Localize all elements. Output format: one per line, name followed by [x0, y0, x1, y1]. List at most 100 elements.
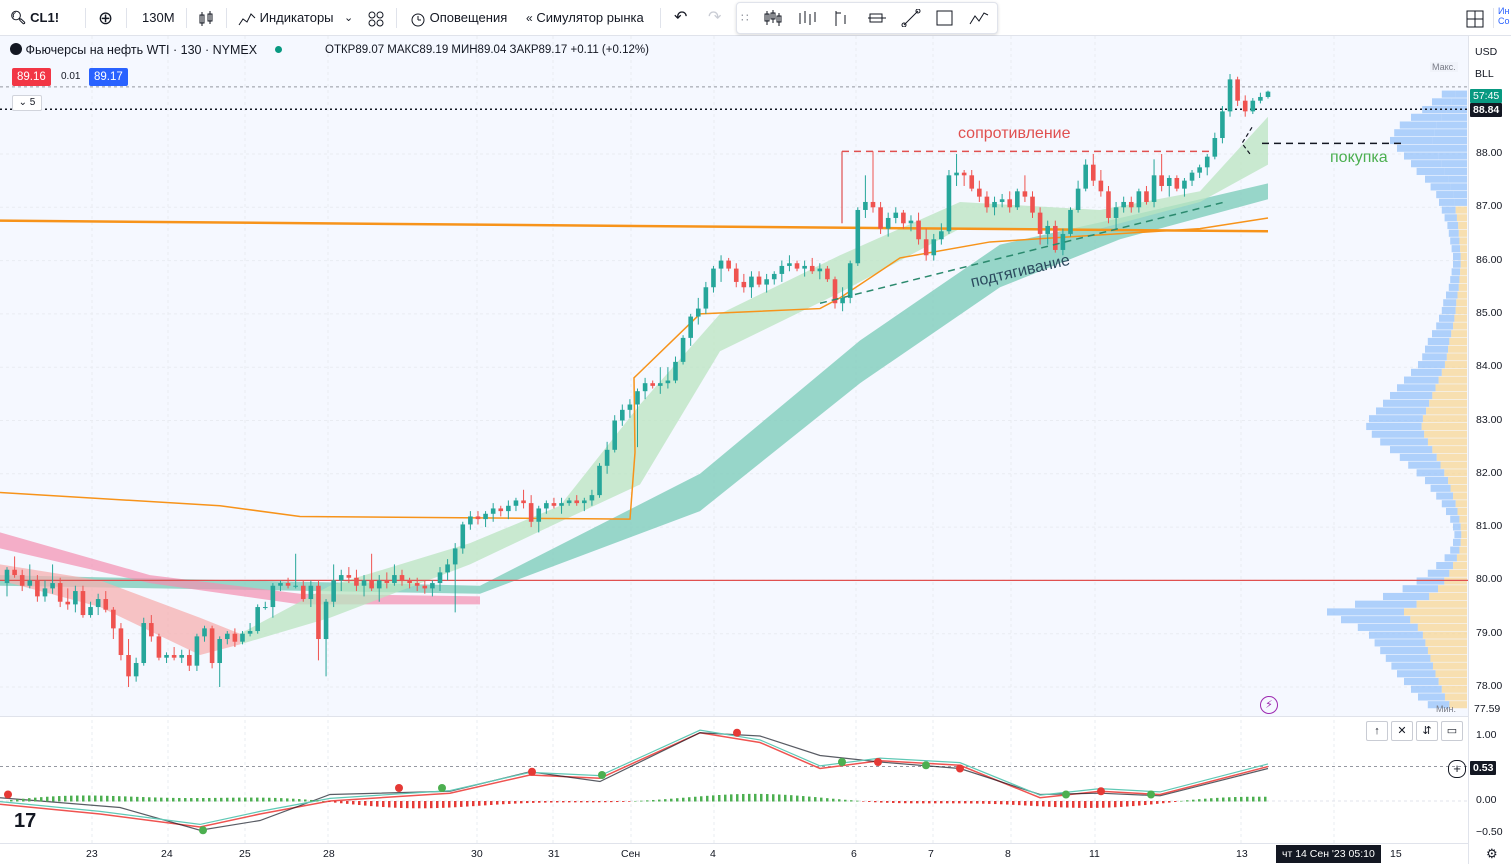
price-tick: 80.00: [1476, 573, 1503, 586]
ask-price[interactable]: 89.17: [89, 68, 128, 86]
interval-button[interactable]: 130М: [142, 10, 175, 25]
add-alert-icon[interactable]: +: [1448, 760, 1466, 778]
time-tick: 11: [1089, 848, 1100, 860]
osc-histogram-bar: [610, 801, 613, 803]
lightning-icon[interactable]: ⚡︎: [1260, 696, 1278, 714]
osc-histogram-bar: [214, 797, 217, 802]
candle-body: [969, 175, 975, 189]
candle-body: [635, 391, 640, 405]
volume-profile-bar: [1444, 214, 1457, 222]
osc-histogram-bar: [460, 801, 463, 807]
osc-histogram-bar: [34, 797, 37, 802]
candle-pattern-icon[interactable]: [763, 9, 783, 27]
crosshair-time-label: чт 14 Сен '23 05:10: [1276, 845, 1381, 863]
candle-body: [407, 580, 412, 584]
osc-histogram-bar: [310, 799, 313, 802]
replay-button[interactable]: « Симулятор рынка: [526, 0, 644, 36]
osc-cross-dot: [1097, 787, 1105, 796]
close-pane-icon[interactable]: ✕: [1391, 721, 1413, 741]
osc-histogram-bar: [1264, 796, 1267, 802]
volume-profile-bar: [1436, 492, 1454, 500]
max-label: Макс.: [1430, 62, 1458, 72]
add-symbol-icon[interactable]: ⊕: [98, 8, 114, 28]
price-axis[interactable]: USD BLL: [1468, 36, 1511, 864]
long-position-icon[interactable]: [867, 9, 887, 27]
currency-label[interactable]: USD: [1475, 46, 1498, 58]
rectangle-icon[interactable]: [935, 9, 955, 27]
osc-histogram-bar: [1126, 801, 1129, 807]
volume-profile-bar: [1417, 623, 1467, 631]
redo-icon[interactable]: ↷: [708, 9, 722, 26]
candle-body: [1090, 164, 1096, 181]
unit-label[interactable]: BLL: [1475, 68, 1494, 80]
volume-profile-bar: [1380, 647, 1428, 655]
volume-profile-bar: [1432, 98, 1452, 106]
maximize-pane-icon[interactable]: ▭: [1441, 721, 1463, 741]
flag-bar-icon[interactable]: [831, 9, 851, 27]
trend-line-icon[interactable]: [901, 9, 921, 27]
candle-body: [931, 239, 937, 256]
osc-histogram-bar: [1258, 796, 1261, 802]
bid-price[interactable]: 89.16: [12, 68, 51, 86]
candle-body: [232, 633, 238, 642]
osc-histogram-bar: [958, 801, 961, 804]
templates-icon[interactable]: [368, 0, 384, 36]
candle-body: [908, 220, 914, 224]
osc-histogram-bar: [274, 797, 277, 802]
candle-body: [1250, 100, 1256, 112]
pane-divider[interactable]: [0, 716, 1468, 717]
undo-icon[interactable]: ↶: [674, 9, 688, 26]
osc-histogram-bar: [532, 801, 535, 803]
osc-histogram-bar: [262, 797, 265, 802]
candle-body: [1037, 212, 1043, 234]
volume-profile-bar: [1408, 461, 1441, 469]
osc-histogram-bar: [1252, 796, 1255, 802]
osc-histogram-bar: [838, 799, 841, 802]
more-icon[interactable]: Ин Со: [1498, 6, 1510, 26]
indicators-button[interactable]: Индикаторы: [238, 0, 334, 36]
osc-histogram-bar: [154, 797, 157, 802]
osc-histogram-bar: [442, 801, 445, 808]
osc-histogram-bar: [802, 796, 805, 802]
time-axis[interactable]: 23 24 25 28 30 31 Сен 4 6 7 8 11 13 15: [0, 843, 1468, 865]
osc-histogram-bar: [898, 801, 901, 804]
osc-histogram-bar: [208, 797, 211, 802]
drag-handle-icon[interactable]: ∷: [741, 11, 749, 25]
candle-body: [1182, 180, 1187, 189]
alerts-button[interactable]: Оповещения: [410, 0, 507, 36]
candle-body: [452, 548, 458, 565]
collapse-indicators-button[interactable]: ⌄ 5: [12, 95, 42, 111]
osc-histogram-bar: [190, 798, 193, 802]
volume-profile-bar: [1421, 422, 1467, 431]
osc-histogram-bar: [748, 793, 751, 802]
osc-histogram-bar: [64, 795, 67, 802]
indicator-count: 5: [29, 97, 36, 108]
candle-body: [984, 196, 990, 208]
osc-histogram-bar: [862, 801, 865, 802]
volume-profile-bar: [1448, 476, 1467, 485]
time-tick: 7: [928, 848, 934, 860]
chart-type-icon[interactable]: [198, 0, 214, 36]
osc-histogram-bar: [664, 799, 667, 802]
chevron-down-icon[interactable]: ⌄: [344, 12, 354, 24]
osc-histogram-bar: [616, 801, 619, 803]
osc-histogram-bar: [304, 799, 307, 802]
volume-profile-bar: [1443, 299, 1457, 307]
volume-profile-bar: [1436, 453, 1467, 461]
candle-body: [262, 607, 268, 609]
bars-pattern-icon[interactable]: [797, 9, 817, 27]
layout-grid-icon[interactable]: [1466, 0, 1484, 36]
volume-profile-bar: [1444, 693, 1467, 701]
move-pane-up-icon[interactable]: ↑: [1366, 721, 1388, 741]
symbol-search[interactable]: 🔍︎ CL1!: [10, 0, 59, 36]
volume-profile-bar: [1411, 113, 1442, 121]
osc-histogram-bar: [100, 795, 103, 802]
candle-body: [832, 279, 838, 304]
collapse-pane-icon[interactable]: ⇵: [1416, 721, 1438, 741]
settings-gear-icon[interactable]: ⚙: [1486, 846, 1498, 861]
osc-signal-line: [0, 729, 1269, 826]
osc-histogram-bar: [670, 798, 673, 802]
osc-histogram-bar: [1042, 801, 1045, 807]
path-icon[interactable]: [969, 9, 989, 27]
